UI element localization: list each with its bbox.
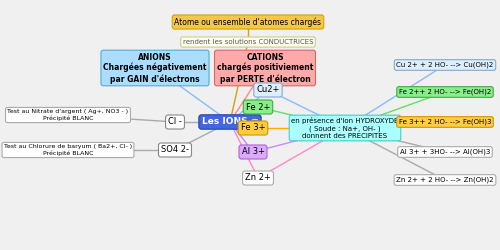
- Text: rendent les solutions CONDUCTRICES: rendent les solutions CONDUCTRICES: [183, 39, 313, 45]
- Text: Cu 2+ + 2 HO- --> Cu(OH)2: Cu 2+ + 2 HO- --> Cu(OH)2: [396, 62, 494, 68]
- Text: Zn 2+: Zn 2+: [245, 174, 271, 182]
- Text: Al 3+: Al 3+: [242, 148, 264, 156]
- Text: Zn 2+ + 2 HO- --> Zn(OH)2: Zn 2+ + 2 HO- --> Zn(OH)2: [396, 177, 494, 183]
- Text: CATIONS
chargés positiviement
par PERTE d'électron: CATIONS chargés positiviement par PERTE …: [217, 52, 313, 84]
- Text: Cl -: Cl -: [168, 118, 182, 126]
- Text: Fe 3+: Fe 3+: [241, 124, 265, 132]
- Text: Les IONS ♒: Les IONS ♒: [202, 118, 258, 126]
- Text: ANIONS
Chargées négativement
par GAIN d'électrons: ANIONS Chargées négativement par GAIN d'…: [104, 52, 207, 84]
- Text: en présence d'ion HYDROXYDE
( Soude : Na+, OH- )
donnent des PRECIPITES: en présence d'ion HYDROXYDE ( Soude : Na…: [292, 117, 399, 139]
- Text: Test au Chlorure de baryum ( Ba2+, Cl- )
Précipité BLANC: Test au Chlorure de baryum ( Ba2+, Cl- )…: [4, 144, 132, 156]
- Text: Test au Nitrate d'argent ( Ag+, NO3 - )
Précipité BLANC: Test au Nitrate d'argent ( Ag+, NO3 - ) …: [8, 109, 128, 121]
- Text: Atome ou ensemble d'atomes chargés: Atome ou ensemble d'atomes chargés: [174, 17, 322, 27]
- Text: Al 3+ + 3HO- --> Al(OH)3: Al 3+ + 3HO- --> Al(OH)3: [400, 149, 490, 155]
- Text: Fe 2+: Fe 2+: [246, 102, 270, 112]
- Text: Fe 2++ 2 HO- --> Fe(OH)2: Fe 2++ 2 HO- --> Fe(OH)2: [399, 89, 491, 95]
- Text: Fe 3++ 2 HO- --> Fe(OH)3: Fe 3++ 2 HO- --> Fe(OH)3: [399, 119, 491, 125]
- Text: SO4 2-: SO4 2-: [161, 146, 189, 154]
- Text: Cu2+: Cu2+: [256, 86, 280, 94]
